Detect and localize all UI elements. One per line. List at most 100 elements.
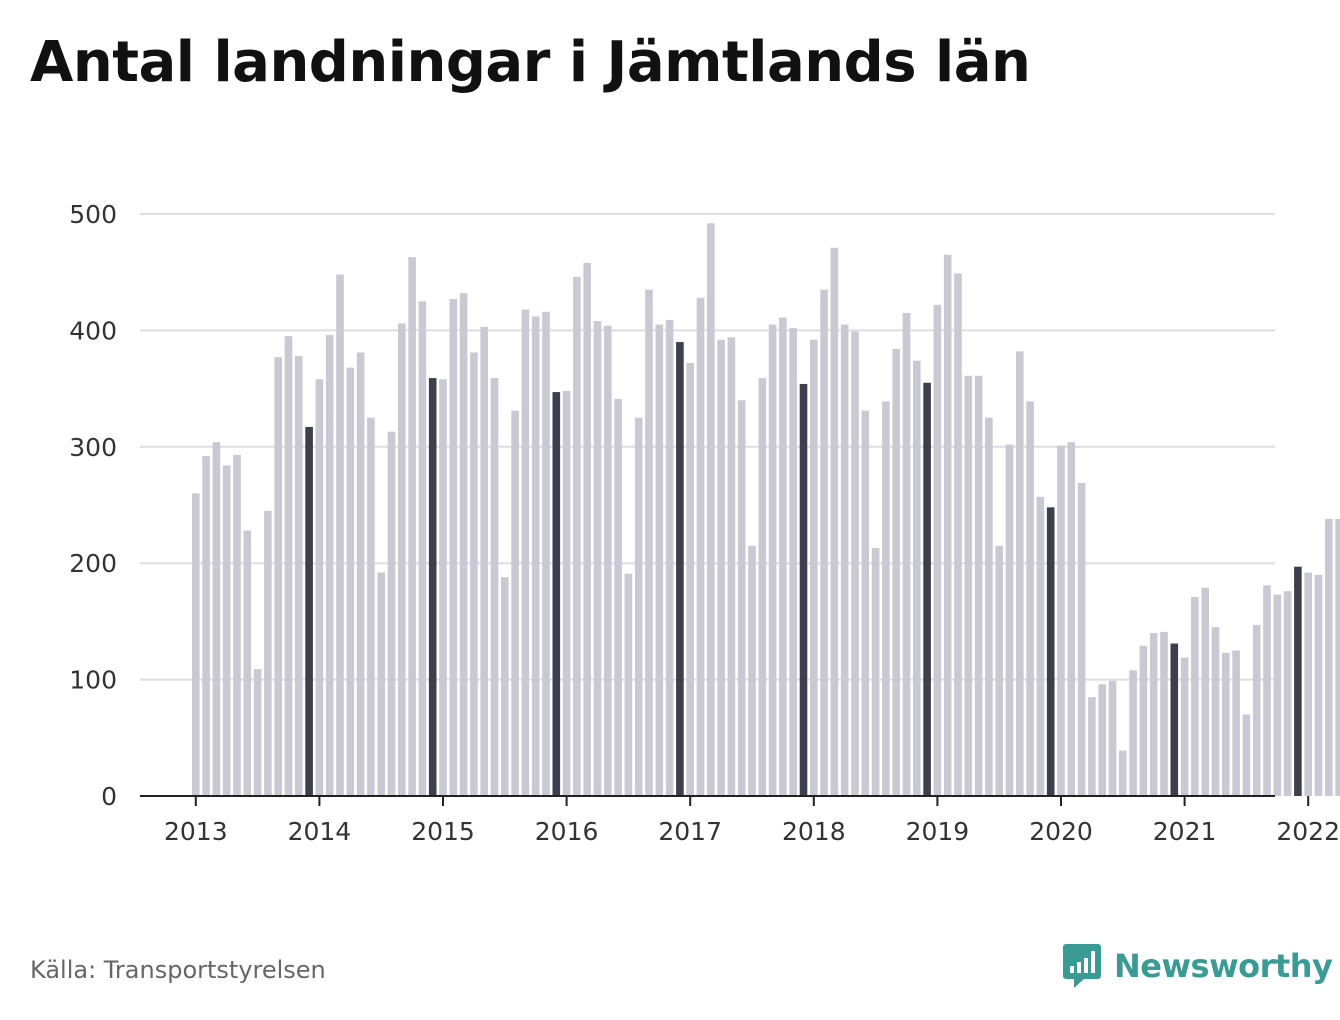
bar: [573, 276, 581, 796]
bar: [634, 417, 643, 796]
bar: [274, 357, 282, 796]
bar: [1016, 351, 1024, 796]
bar: [398, 323, 406, 796]
bar: [1129, 670, 1137, 796]
bar: [1222, 652, 1230, 796]
bar: [336, 274, 344, 796]
bar: [604, 325, 612, 796]
bar: [820, 289, 828, 796]
bar-chart: 0 100 200 300 400 500 2013 2014 2015 2016 2017 2018…: [69, 200, 1340, 846]
bar: [222, 465, 231, 796]
bar: [1325, 518, 1333, 796]
bar: [707, 223, 715, 796]
x-tick-label: 2020: [1029, 817, 1093, 846]
bar: [1005, 444, 1014, 796]
bar: [933, 304, 942, 796]
bar: [542, 311, 550, 796]
bar: [717, 339, 725, 796]
x-tick-label: 2013: [164, 817, 228, 846]
bar: [799, 383, 808, 796]
bar: [295, 356, 303, 796]
bar: [1108, 680, 1117, 796]
x-tick-label: 2021: [1153, 817, 1217, 846]
bar: [305, 427, 313, 796]
bar: [264, 510, 272, 796]
bar: [758, 378, 767, 796]
bar: [737, 400, 746, 796]
bar: [470, 352, 478, 796]
y-tick-label: 400: [69, 316, 117, 345]
bar: [583, 262, 591, 796]
bar: [1201, 587, 1209, 796]
bar: [964, 375, 973, 796]
bar: [1170, 643, 1179, 796]
bar: [593, 321, 602, 796]
bar: [645, 289, 653, 796]
bar: [253, 669, 262, 796]
bar: [1077, 482, 1086, 796]
x-tick-label: 2022: [1276, 817, 1340, 846]
bar: [676, 342, 684, 796]
bar: [871, 548, 880, 796]
bar: [1211, 627, 1220, 796]
bar: [439, 379, 447, 796]
bar: [985, 417, 993, 796]
bar: [851, 331, 859, 796]
bar: [1263, 585, 1271, 796]
bar: [882, 401, 890, 796]
bar: [789, 328, 797, 796]
x-axis: [140, 795, 1310, 806]
bar: [1067, 442, 1076, 796]
bar: [1191, 596, 1199, 796]
bar: [974, 375, 983, 796]
x-tick-label: 2015: [411, 817, 475, 846]
bar: [1242, 714, 1251, 796]
bar: [562, 390, 571, 796]
bar: [459, 293, 468, 796]
y-tick-label: 200: [69, 549, 117, 578]
bar: [377, 572, 385, 796]
bar: [1335, 518, 1340, 796]
x-tick-label: 2019: [906, 817, 970, 846]
newsworthy-logo[interactable]: Newsworthy: [1062, 942, 1333, 990]
y-tick-label: 500: [69, 200, 117, 229]
bar: [1088, 697, 1096, 796]
bar: [1252, 624, 1261, 796]
bar: [861, 410, 870, 796]
bar: [902, 312, 911, 796]
bar: [768, 324, 777, 796]
bar: [1294, 566, 1302, 796]
bar: [943, 254, 952, 797]
bar: [212, 442, 221, 796]
brand-name: Newsworthy: [1114, 947, 1333, 985]
bar: [1057, 445, 1065, 796]
bar: [356, 352, 365, 796]
bar: [1098, 684, 1106, 796]
bar: [1180, 657, 1189, 796]
bar: [346, 367, 355, 796]
bar: [490, 378, 499, 796]
bar: [428, 378, 437, 796]
bar: [1119, 750, 1127, 796]
bar: [521, 309, 530, 796]
bar: [233, 454, 241, 796]
bar: [810, 339, 818, 796]
x-tick-label: 2018: [782, 817, 846, 846]
chart-title: Antal landningar i Jämtlands län: [30, 30, 1031, 95]
source-note: Källa: Transportstyrelsen: [30, 956, 326, 984]
bar: [1283, 591, 1292, 796]
x-tick-label: 2014: [288, 817, 352, 846]
newsworthy-icon: [1063, 944, 1101, 988]
bar: [830, 247, 839, 796]
bar: [315, 379, 324, 796]
bar: [954, 273, 962, 796]
bar: [696, 297, 705, 796]
bar: [614, 399, 622, 796]
bar: [892, 349, 900, 796]
bar: [665, 319, 674, 796]
bar: [727, 337, 736, 796]
bar: [1149, 633, 1158, 796]
bar: [192, 493, 200, 796]
bar: [1036, 496, 1045, 796]
bar: [284, 336, 293, 796]
